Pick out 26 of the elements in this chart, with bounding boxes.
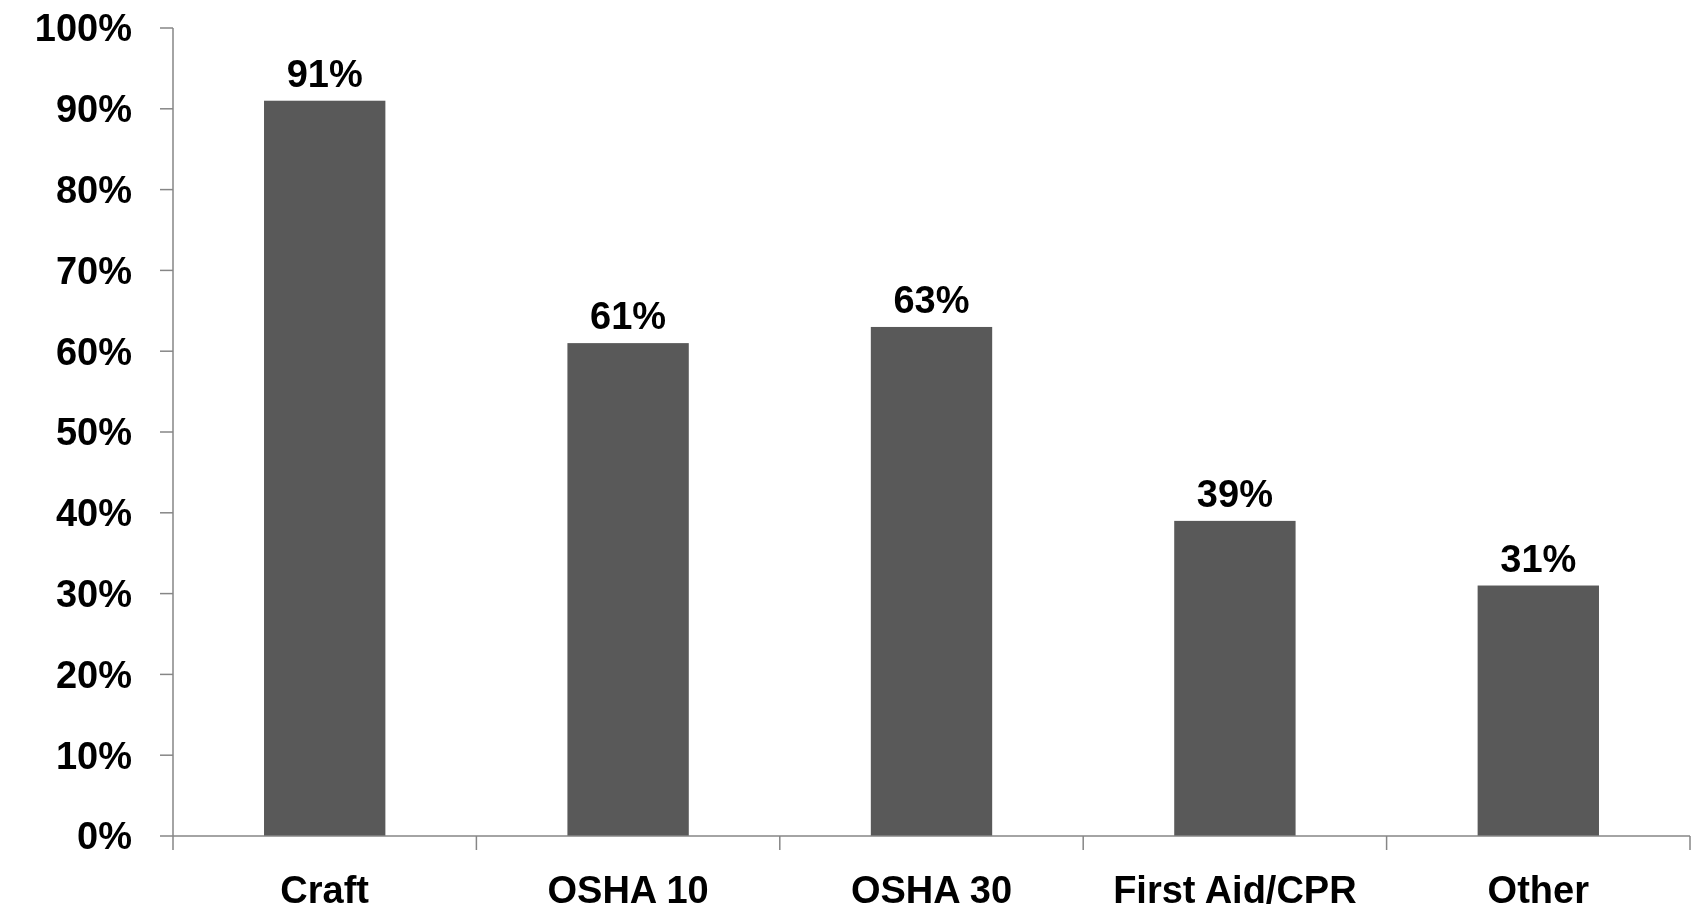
y-tick-label: 80% — [55, 168, 132, 211]
y-tick-label: 90% — [55, 88, 132, 131]
y-tick-label: 40% — [55, 492, 132, 535]
y-tick-label: 0% — [77, 815, 132, 858]
y-tick-label: 20% — [55, 653, 132, 696]
y-tick-label: 10% — [55, 734, 132, 777]
data-label: 91% — [286, 52, 363, 95]
bar — [870, 326, 993, 836]
bar — [264, 100, 386, 836]
y-tick-label: 100% — [34, 7, 132, 50]
x-tick-label: OSHA 10 — [547, 869, 709, 911]
x-tick-label: Other — [1487, 869, 1590, 911]
data-label: 31% — [1500, 537, 1577, 580]
bar — [1477, 585, 1599, 836]
y-tick-label: 60% — [55, 330, 132, 373]
data-label: 61% — [590, 295, 667, 338]
x-tick-label: First Aid/CPR — [1113, 869, 1357, 911]
data-label: 39% — [1196, 472, 1273, 515]
y-tick-label: 50% — [55, 411, 132, 454]
bar — [567, 343, 689, 836]
y-tick-label: 70% — [55, 249, 132, 292]
y-tick-label: 30% — [55, 572, 132, 615]
x-tick-label: OSHA 30 — [850, 869, 1013, 911]
x-tick-label: Craft — [280, 869, 370, 911]
bar — [1174, 520, 1296, 836]
data-label: 63% — [893, 278, 970, 321]
